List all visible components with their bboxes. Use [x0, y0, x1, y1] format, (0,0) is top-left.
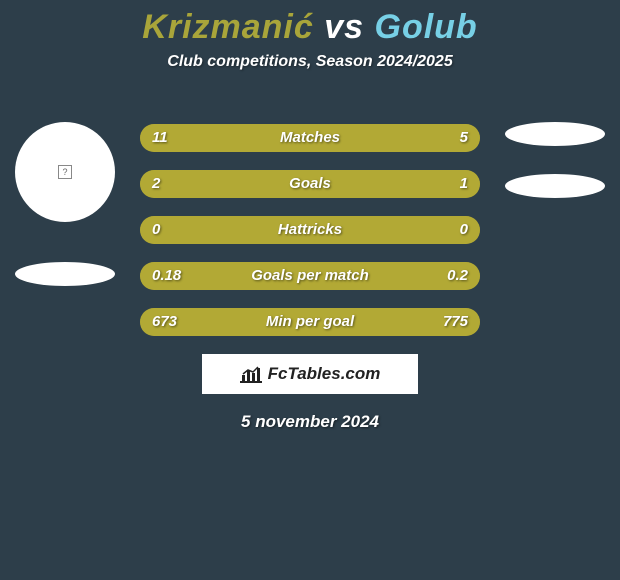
date-text: 5 november 2024: [0, 412, 620, 432]
stat-right-fill: [301, 262, 480, 290]
player-left-shadow: [15, 262, 115, 286]
player-right-shadow-1: [505, 122, 605, 146]
stat-right-fill: [367, 170, 480, 198]
stat-left-fill: [140, 262, 301, 290]
stat-left-fill: [140, 170, 367, 198]
stat-row: 11Matches5: [140, 124, 480, 152]
brand-text: FcTables.com: [268, 364, 381, 384]
player-left-panel: ?: [10, 122, 120, 286]
stat-row: 2Goals1: [140, 170, 480, 198]
subtitle: Club competitions, Season 2024/2025: [0, 53, 620, 71]
stat-right-fill: [374, 124, 480, 152]
stats-container: 11Matches5 2Goals1 0Hattricks0 0.18Goals pe…: [140, 124, 480, 354]
player-left-avatar: ?: [15, 122, 115, 222]
stat-row: 0.18Goals per match0.2: [140, 262, 480, 290]
brand-box[interactable]: FcTables.com: [202, 354, 418, 394]
stat-row: 673Min per goal775: [140, 308, 480, 336]
stat-left-fill: [140, 308, 298, 336]
stat-right-fill: [310, 216, 480, 244]
stat-right-fill: [298, 308, 480, 336]
stat-left-fill: [140, 216, 310, 244]
player-right-shadow-2: [505, 174, 605, 198]
stat-left-fill: [140, 124, 374, 152]
image-placeholder-icon: ?: [58, 165, 72, 179]
bar-chart-icon: [240, 365, 262, 383]
title-left-name: Krizmanić: [142, 8, 314, 46]
player-right-panel: [500, 122, 610, 198]
title-right-name: Golub: [375, 8, 478, 46]
stat-row: 0Hattricks0: [140, 216, 480, 244]
title-vs: vs: [314, 8, 375, 46]
page-title: Krizmanić vs Golub: [0, 0, 620, 47]
